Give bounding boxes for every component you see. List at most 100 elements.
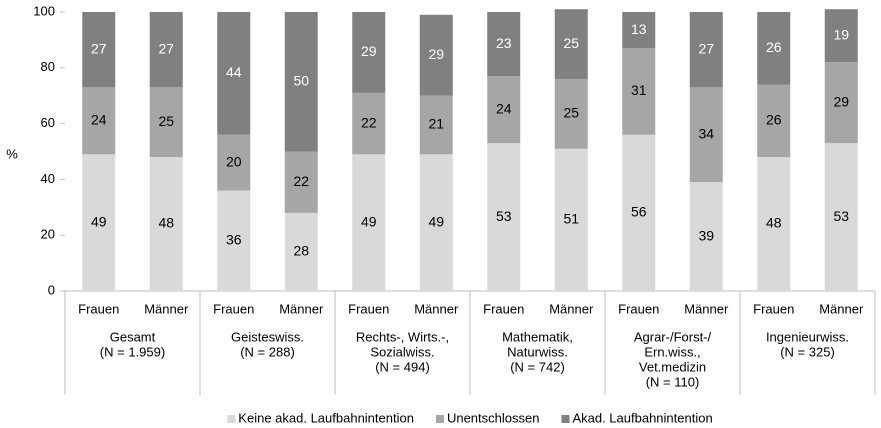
value-label: 48 (158, 215, 174, 231)
value-label: 44 (226, 64, 242, 80)
value-label: 26 (766, 39, 782, 55)
value-label: 23 (496, 35, 512, 51)
value-label: 39 (698, 227, 714, 243)
group-label: Ern.wiss., (644, 344, 700, 359)
value-label: 27 (698, 40, 714, 56)
value-label: 21 (428, 116, 444, 132)
value-label: 34 (698, 125, 714, 141)
bar-segment (487, 143, 521, 291)
y-axis-label: % (6, 146, 18, 161)
group-label: (N = 110) (646, 374, 700, 389)
value-label: 24 (91, 112, 107, 128)
y-tick-label: 40 (41, 171, 55, 186)
bar-segment (622, 48, 656, 135)
bar-segment (824, 9, 858, 63)
bar-segment (554, 78, 588, 149)
bar-segment (284, 12, 318, 152)
x-tick-label: Frauen (348, 301, 389, 316)
x-tick-label: Frauen (78, 301, 119, 316)
x-tick-label: Frauen (213, 301, 254, 316)
value-label: 53 (496, 208, 512, 224)
value-label: 19 (833, 26, 849, 42)
group-label: (N = 325) (780, 344, 835, 359)
x-tick-label: Männer (414, 301, 459, 316)
group-label: (N = 494) (375, 359, 430, 374)
y-tick-label: 20 (41, 227, 55, 242)
x-tick-label: Männer (279, 301, 324, 316)
group-label: Gesamt (110, 329, 156, 344)
group-label: (N = 742) (510, 359, 565, 374)
value-label: 25 (158, 113, 174, 129)
x-tick-label: Männer (549, 301, 594, 316)
value-label: 29 (428, 46, 444, 62)
x-tick-label: Männer (819, 301, 864, 316)
value-label: 25 (563, 105, 579, 121)
legend-marker (561, 415, 570, 423)
value-label: 49 (428, 213, 444, 229)
bar-segment (217, 190, 251, 291)
legend-marker (227, 415, 236, 423)
bar-segment (352, 92, 386, 155)
legend-label: Unentschlossen (447, 410, 540, 425)
bar-segment (622, 12, 656, 49)
y-tick-label: 60 (41, 115, 55, 130)
bar-segment (554, 9, 588, 79)
group-label: Sozialwiss. (370, 344, 434, 359)
bar-segment (217, 12, 251, 135)
group-label: Ingenieurwiss. (766, 329, 849, 344)
bar-segment (352, 12, 386, 93)
x-tick-label: Frauen (618, 301, 659, 316)
group-label: (N = 1.959) (100, 344, 165, 359)
bar-segment (554, 148, 588, 291)
bar-segment (284, 212, 318, 291)
x-tick-label: Frauen (483, 301, 524, 316)
bar-segment (487, 76, 521, 144)
bar-segment (419, 154, 453, 291)
value-label: 20 (226, 153, 242, 169)
bar-segment (824, 143, 858, 291)
bar-segment (149, 87, 183, 158)
value-label: 22 (361, 114, 377, 130)
bar-segment (824, 62, 858, 144)
bar-segment (217, 134, 251, 191)
y-tick-label: 0 (48, 282, 55, 297)
bar-segment (757, 157, 791, 291)
value-label: 36 (226, 231, 242, 247)
value-label: 31 (631, 82, 647, 98)
bar-segment (757, 12, 791, 85)
bar-segment (689, 87, 723, 183)
bar-segment (689, 182, 723, 291)
legend-label: Keine akad. Laufbahnintention (238, 410, 414, 425)
x-tick-label: Frauen (753, 301, 794, 316)
legend-label: Akad. Laufbahnintention (572, 410, 712, 425)
value-label: 50 (293, 72, 309, 88)
group-label: Vet.medizin (639, 359, 706, 374)
value-label: 49 (91, 213, 107, 229)
group-label: Naturwiss. (507, 344, 568, 359)
x-tick-label: Männer (684, 301, 729, 316)
y-tick-label: 80 (41, 59, 55, 74)
bar-segment (689, 12, 723, 88)
value-label: 53 (833, 208, 849, 224)
group-label: Agrar-/Forst-/ (634, 329, 712, 344)
value-label: 28 (293, 243, 309, 259)
group-label: Mathematik, (502, 329, 573, 344)
y-tick-label: 100 (33, 3, 55, 18)
bar-segment (82, 12, 116, 88)
x-tick-label: Männer (144, 301, 189, 316)
bar-segment (419, 14, 453, 96)
bar-segment (284, 151, 318, 213)
bar-segment (419, 95, 453, 155)
value-label: 48 (766, 215, 782, 231)
bar-segment (149, 12, 183, 88)
value-label: 13 (631, 21, 647, 37)
legend-marker (435, 415, 444, 423)
bar-segment (82, 154, 116, 291)
value-label: 56 (631, 204, 647, 220)
value-label: 25 (563, 35, 579, 51)
value-label: 26 (766, 112, 782, 128)
value-label: 51 (563, 211, 579, 227)
value-label: 24 (496, 100, 512, 116)
bar-segment (82, 87, 116, 155)
value-label: 49 (361, 213, 377, 229)
